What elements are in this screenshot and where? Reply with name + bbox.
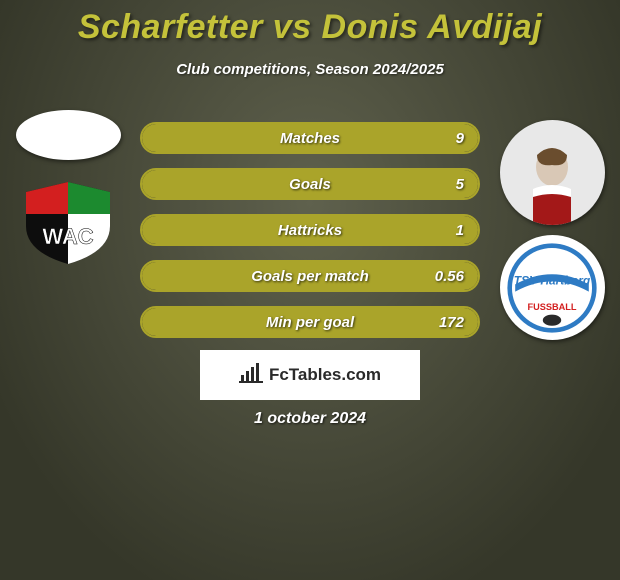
stat-label: Hattricks [142,216,478,244]
brand-chart-icon [239,363,263,388]
player-right-column: TSV Hartberg FUSSBALL [492,120,612,350]
subtitle: Club competitions, Season 2024/2025 [0,61,620,78]
stat-row-goals: Goals 5 [140,168,480,200]
stat-label: Goals [142,170,478,198]
stat-label: Goals per match [142,262,478,290]
stats-list: Matches 9 Goals 5 Hattricks 1 Goals per … [140,122,480,352]
club-logo-tsv-hartberg: TSV Hartberg FUSSBALL [500,235,605,340]
stat-value-right: 172 [439,308,464,336]
comparison-card: Scharfetter vs Donis Avdijaj Club compet… [0,0,620,580]
player-left-avatar-placeholder [16,110,121,160]
page-title: Scharfetter vs Donis Avdijaj [0,0,620,47]
svg-text:FUSSBALL: FUSSBALL [528,302,577,312]
stat-label: Min per goal [142,308,478,336]
footer-date: 1 october 2024 [0,410,620,428]
player-right-avatar [500,120,605,225]
stat-value-right: 1 [456,216,464,244]
stat-row-min-per-goal: Min per goal 172 [140,306,480,338]
stat-row-hattricks: Hattricks 1 [140,214,480,246]
stat-row-goals-per-match: Goals per match 0.56 [140,260,480,292]
svg-text:WAC: WAC [42,224,93,249]
svg-text:TSV Hartberg: TSV Hartberg [514,273,591,287]
stat-label: Matches [142,124,478,152]
stat-value-right: 5 [456,170,464,198]
player-left-column: WAC [8,110,128,266]
brand-box: FcTables.com [200,350,420,400]
stat-row-matches: Matches 9 [140,122,480,154]
stat-value-right: 0.56 [435,262,464,290]
club-logo-wac: WAC [18,178,118,266]
brand-text: FcTables.com [269,365,381,385]
stat-value-right: 9 [456,124,464,152]
